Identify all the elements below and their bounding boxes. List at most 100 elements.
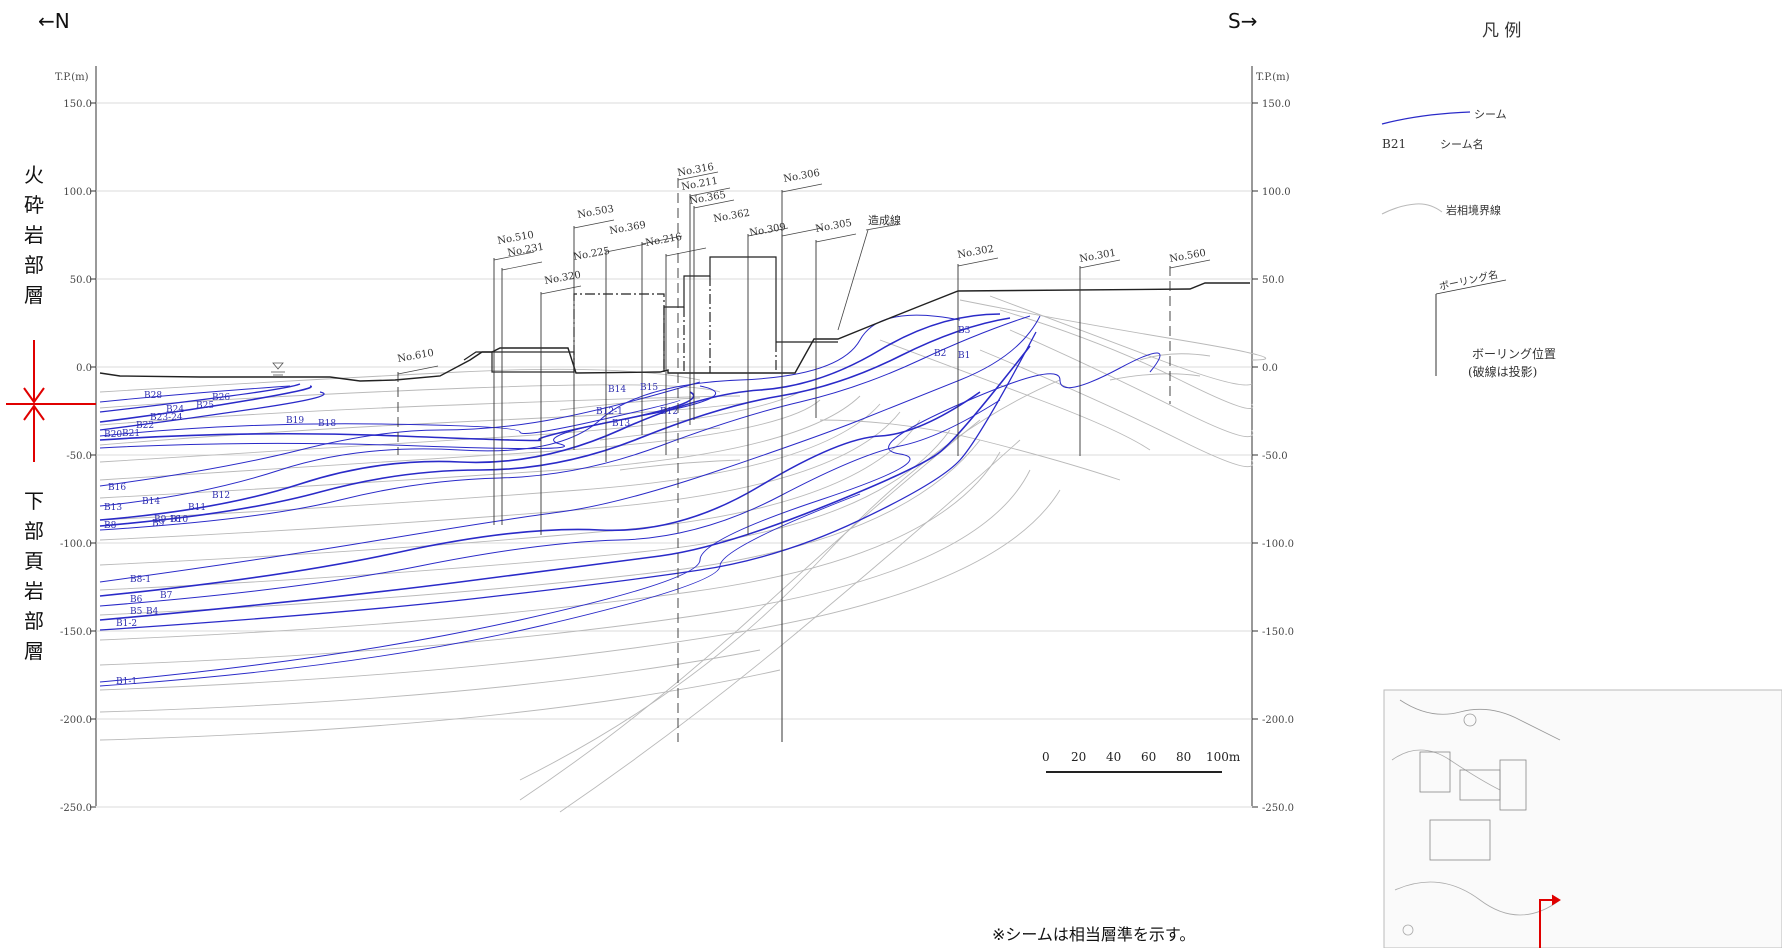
legend-seam-label: シーム [1474,108,1507,121]
seam-line [99,352,1161,683]
seam-label: B8-1 [130,575,151,585]
borehole-label-underline [1079,259,1121,269]
borehole: No.309 [749,222,823,742]
seam-label: B15 [640,383,658,393]
seam-label: B22 [136,421,154,431]
ground-profile [99,282,1250,382]
seam-line [99,391,325,431]
tick-label-right: -150.0 [1262,627,1294,638]
borehole-label-underline [665,247,707,257]
seam-label: B12 [212,491,230,501]
tick-label-left: 50.0 [70,275,92,286]
south-label: S→ [1228,9,1257,33]
borehole-label: No.216 [645,232,683,249]
seam-line [99,331,1037,631]
boundary-line [979,349,1254,468]
borehole-label: No.610 [397,348,435,365]
borehole-label-underline [693,199,735,209]
borehole-label: No.225 [573,246,611,263]
tick-label-right: -200.0 [1262,715,1294,726]
tick-label-left: -150.0 [60,627,92,638]
strata-char: 下 [24,489,44,513]
tick-label-left: -100.0 [60,539,92,550]
strata-char: 部 [24,609,44,633]
right-tick-labels: 150.0 100.0 50.0 0.0 -50.0 -100.0 -150.0 -200.0… [1262,99,1294,814]
borehole-label: No.309 [749,222,787,239]
seam-label: B20 [104,430,122,440]
boundary-line [819,419,1121,481]
borehole-label-underline [641,235,683,245]
boundary-line [559,397,701,411]
seam-line [99,385,717,450]
scale-80: 80 [1176,750,1191,764]
seam-label: B7 [160,591,173,601]
boundary-line [1109,373,1201,381]
seam-label: B28 [144,391,162,401]
key-map-thumbnail [1383,689,1782,948]
boundary-line [99,395,741,426]
borehole-label-underline [781,183,823,193]
boundary-line [99,395,861,499]
seam-label: B11 [188,503,206,513]
seam-label: B6 [130,595,143,605]
legend-seam-name-label: シーム名 [1440,137,1484,151]
seam-label: B16 [108,483,126,493]
seam-lines [99,313,1161,687]
seam-line [99,399,681,437]
seam-label: B1-1 [116,677,137,687]
borehole-label: No.305 [815,218,853,235]
legend-borehole-position-label: ボーリング位置 [1472,346,1556,361]
water-level-icon [271,362,285,376]
seam-label: B2 [934,349,946,359]
seam-label: B14 [142,497,160,507]
borehole-label: No.302 [957,244,995,261]
borehole: No.365 [689,190,735,420]
seam-label: B14 [608,385,626,395]
seam-label: B13 [104,503,122,513]
boundary-line [519,379,1061,781]
seam-line [99,383,301,413]
borehole: No.510 [493,230,535,525]
borehole-label-underline [781,227,823,237]
legend-boundary-label: 岩相境界線 [1446,203,1501,217]
borehole-label-underline [747,227,789,237]
legend-borehole-name-sample: ボーリング名 [1438,268,1499,293]
borehole-label-underline [540,285,582,295]
borehole-label-underline [397,365,439,375]
seam-label: B25 [196,401,214,411]
footnote: ※シームは相当層準を示す。 [992,925,1195,944]
legend-borehole-position-sublabel: (破線は投影) [1468,364,1537,379]
scale-20: 20 [1071,750,1086,764]
lithology-boundaries [99,295,1266,813]
boundary-line [999,309,1254,410]
borehole: No.369 [609,220,683,435]
borehole-label: No.306 [783,168,821,185]
left-tick-labels: 150.0 100.0 50.0 0.0 -50.0 -100.0 -150.0 -200.0… [60,99,92,814]
scale-0: 0 [1042,750,1050,764]
boundary-line [99,469,1031,666]
boundary-line [99,399,821,481]
strata-char: 頁 [24,549,44,573]
boundary-line [989,295,1253,386]
boundary-line [99,399,761,446]
seam-line [99,399,1001,607]
legend-borehole-name-underline [1435,279,1507,295]
north-label: ←N [38,9,70,33]
borehole-label: No.320 [544,270,582,287]
scale-60: 60 [1141,750,1156,764]
legend-title: 凡 例 [1482,21,1521,41]
seam-label: B18 [318,419,336,429]
boundary-line [99,649,761,713]
tick-label-left: -250.0 [60,803,92,814]
elevation-grid [90,102,1258,808]
seam-label: B26 [212,393,230,403]
borehole-label: No.369 [609,220,647,237]
boundary-line [99,451,1001,641]
boundary-line [99,391,801,463]
seam-label: B1-2 [116,619,137,629]
tick-label-right: -100.0 [1262,539,1294,550]
boundary-line [519,419,981,801]
tick-label-left: 150.0 [63,99,92,110]
